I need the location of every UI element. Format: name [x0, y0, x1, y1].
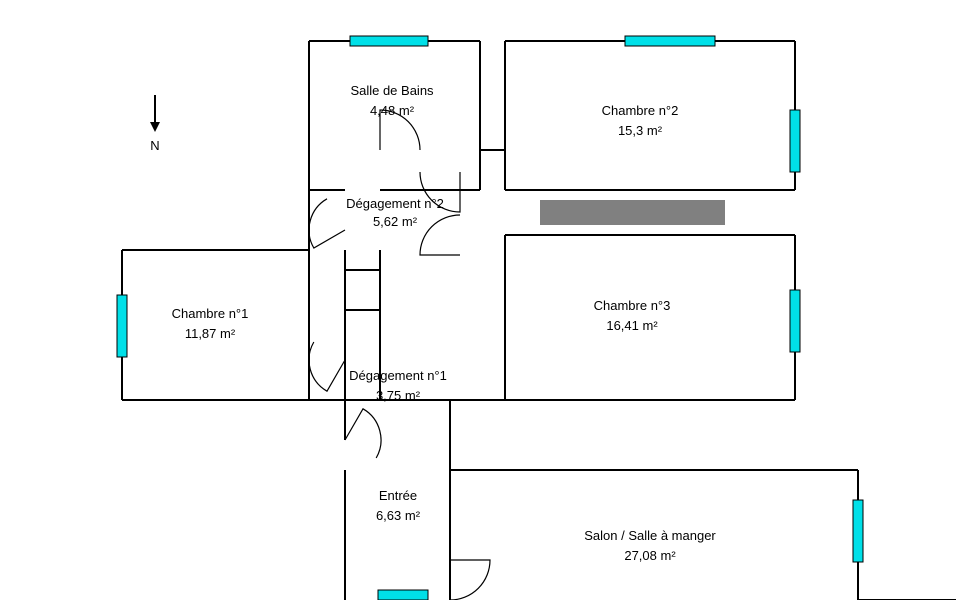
room-name: Salon / Salle à manger	[584, 528, 716, 543]
room-name: Salle de Bains	[350, 83, 434, 98]
room-area: 5,62 m²	[373, 214, 418, 229]
window	[790, 110, 800, 172]
room-area: 27,08 m²	[624, 548, 676, 563]
room-name: Dégagement n°1	[349, 368, 447, 383]
room-area: 3,75 m²	[376, 388, 421, 403]
shaded-block	[540, 200, 725, 225]
room-area: 6,63 m²	[376, 508, 421, 523]
room-name: Chambre n°2	[602, 103, 679, 118]
window	[378, 590, 428, 600]
window	[790, 290, 800, 352]
room-area: 16,41 m²	[606, 318, 658, 333]
room-area: 15,3 m²	[618, 123, 663, 138]
room-area: 11,87 m²	[185, 326, 236, 341]
window	[350, 36, 428, 46]
room-name: Chambre n°3	[594, 298, 671, 313]
room-name: Entrée	[379, 488, 417, 503]
window	[853, 500, 863, 562]
window	[625, 36, 715, 46]
floor-plan: N Salle de Bains 4,48 m² Chambre n°2 15,3 m²…	[0, 0, 960, 600]
room-name: Chambre n°1	[172, 306, 249, 321]
north-label: N	[150, 138, 159, 153]
room-area: 4,48 m²	[370, 103, 415, 118]
window	[117, 295, 127, 357]
room-name: Dégagement n°2	[346, 196, 444, 211]
